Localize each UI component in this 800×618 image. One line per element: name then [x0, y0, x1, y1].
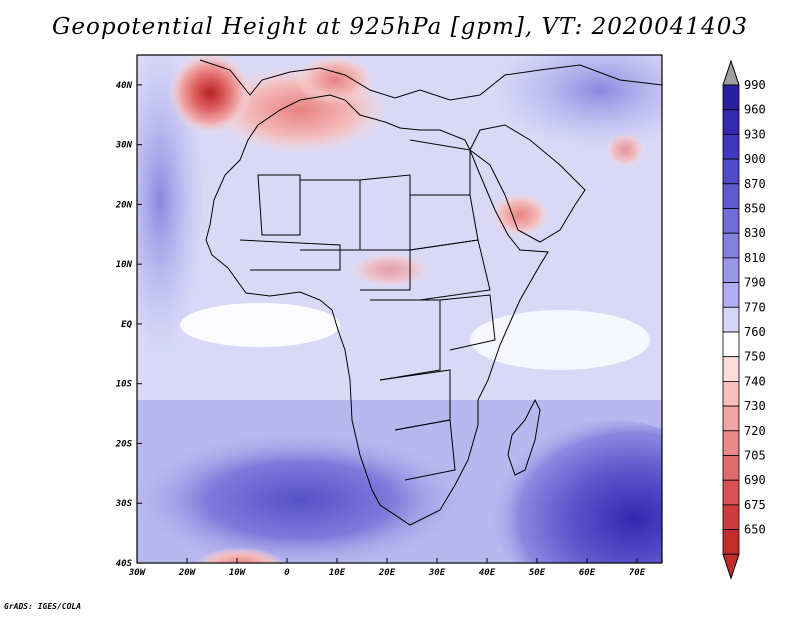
- height-field: [137, 55, 662, 563]
- lon-tick-label: 10W: [229, 568, 247, 578]
- colorbar-label: 690: [744, 473, 766, 487]
- colorbar-label: 850: [744, 202, 766, 216]
- colorbar-swatch: [722, 133, 740, 160]
- chart-title: Geopotential Height at 925hPa [gpm], VT:…: [52, 14, 748, 40]
- colorbar-label: 650: [744, 523, 766, 537]
- colorbar-label: 930: [744, 127, 766, 141]
- lon-tick-label: 0: [284, 568, 290, 578]
- colorbar-swatch: [722, 84, 740, 111]
- coastlines: [199, 59, 662, 526]
- colorbar-swatch: [722, 208, 740, 234]
- colorbar-label: 870: [744, 177, 766, 191]
- lat-tick-label: 30N: [115, 141, 133, 151]
- colorbar-swatch: [722, 405, 740, 432]
- colorbar-label: 705: [744, 449, 766, 463]
- lon-tick-label: 50E: [529, 568, 546, 578]
- lon-tick-label: 30E: [428, 568, 446, 578]
- colorbar-label: 960: [744, 103, 766, 117]
- colorbar-swatch: [722, 232, 740, 259]
- colorbar-swatch: [722, 504, 740, 530]
- colorbar-swatch: [722, 380, 740, 407]
- longitude-axis: 30W 20W 10W 0 10E 20E 30E 40E 50E 60E 70E: [128, 558, 646, 578]
- colorbar-label: 675: [744, 498, 766, 512]
- colorbar-label: 990: [744, 78, 766, 92]
- lat-tick-label: EQ: [121, 320, 132, 330]
- lat-tick-label: 20S: [115, 439, 133, 449]
- lat-tick-label: 10N: [116, 260, 133, 270]
- lon-tick-label: 40E: [479, 568, 496, 578]
- colorbar-swatch: [722, 430, 740, 456]
- colorbar-label: 830: [744, 226, 766, 240]
- colorbar-swatch: [722, 331, 740, 358]
- colorbar-label: 730: [744, 399, 766, 413]
- colorbar-swatch: [722, 479, 740, 506]
- lat-tick-label: 40S: [116, 559, 133, 569]
- lon-tick-label: 30W: [128, 568, 147, 578]
- colorbar-bottom-arrow: [722, 553, 740, 580]
- colorbar-swatch: [722, 529, 740, 555]
- colorbar-swatch: [722, 183, 740, 209]
- colorbar-swatch: [722, 455, 740, 481]
- colorbar-label: 770: [744, 300, 766, 314]
- colorbar-swatch: [722, 109, 740, 135]
- lon-tick-label: 20W: [178, 568, 197, 578]
- colorbar-label: 810: [744, 251, 766, 265]
- colorbar-label: 740: [744, 374, 766, 388]
- latitude-axis: 40N 30N 20N 10N EQ 10S 20S 30S 40S: [115, 81, 142, 569]
- colorbar-label: 760: [744, 325, 766, 339]
- lat-tick-label: 20N: [115, 200, 133, 210]
- colorbar-swatch: [722, 356, 740, 382]
- lon-tick-label: 20E: [378, 568, 396, 578]
- lon-tick-label: 70E: [629, 568, 646, 578]
- lat-tick-label: 10S: [116, 380, 133, 390]
- colorbar-label: 750: [744, 350, 766, 364]
- colorbar-swatch: [722, 306, 740, 333]
- colorbar-swatch: [722, 158, 740, 185]
- map-frame: [136, 54, 663, 564]
- colorbar-label: 900: [744, 152, 766, 166]
- colorbar-swatch: [722, 257, 740, 283]
- colorbar-label: 720: [744, 424, 766, 438]
- lat-tick-label: 30S: [115, 499, 133, 509]
- lon-tick-label: 60E: [579, 568, 596, 578]
- colorbar-swatch: [722, 282, 740, 308]
- colorbar-top-arrow: [722, 59, 740, 86]
- credit-label: GrADS: IGES/COLA: [4, 602, 82, 611]
- colorbar-label: 790: [744, 276, 766, 290]
- colorbar: 990 960 930 900 870 850 830 810 790 770 760 750 740 7…: [722, 59, 766, 580]
- lat-tick-label: 40N: [116, 81, 133, 91]
- lon-tick-label: 10E: [329, 568, 346, 578]
